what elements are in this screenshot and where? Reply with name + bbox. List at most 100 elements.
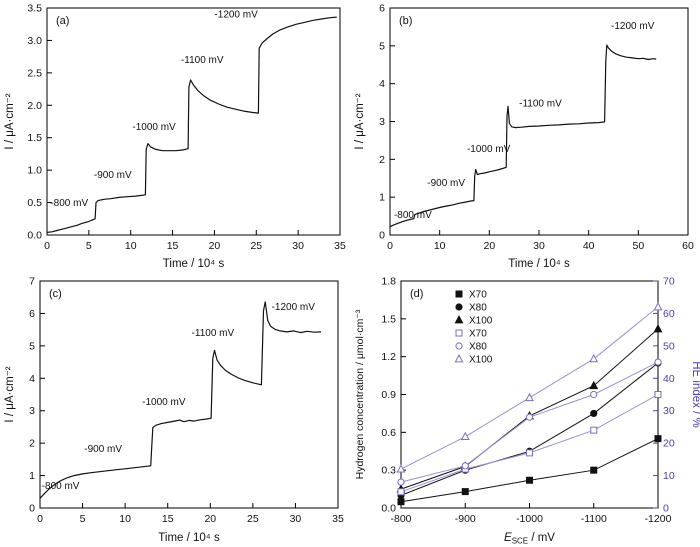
svg-text:0: 0 (37, 513, 43, 525)
svg-text:-1100 mV: -1100 mV (181, 55, 224, 66)
svg-text:20: 20 (204, 513, 216, 525)
current-curve (46, 16, 337, 233)
x-axis: 0 5 10 15 20 25 30 35 (37, 503, 344, 525)
svg-text:4: 4 (379, 78, 385, 90)
svg-text:25: 25 (250, 240, 262, 252)
series-X100-open (396, 301, 663, 473)
x-axis: -800 -900 -1000 -1100 -1200 (390, 503, 672, 525)
axis-labels: ESCE / mV Hydrogen concentration / μmol·c… (354, 309, 700, 545)
svg-text:0.5: 0.5 (27, 197, 42, 209)
svg-text:4: 4 (29, 373, 35, 385)
svg-text:-800 mV: -800 mV (394, 210, 432, 221)
svg-text:X100: X100 (469, 316, 493, 327)
svg-text:0.9: 0.9 (381, 389, 396, 401)
chart-d-hydrogen-concentration-he-index: -800 -900 -1000 -1100 -1200 0.0 0.3 0.6 0.9 1.2 1.… (354, 276, 700, 546)
svg-text:-1100: -1100 (581, 513, 607, 525)
svg-text:I / μA·cm⁻²: I / μA·cm⁻² (354, 93, 366, 149)
svg-text:-800 mV: -800 mV (42, 481, 80, 492)
svg-text:-800 mV: -800 mV (50, 198, 88, 209)
svg-text:-1000 mV: -1000 mV (132, 122, 176, 133)
svg-text:3.0: 3.0 (27, 35, 42, 47)
svg-text:30: 30 (663, 405, 675, 417)
series-X80-open (397, 358, 662, 486)
chart-b-current-vs-time: 0 10 20 30 40 50 60 0 1 2 3 4 5 6 Time / 10⁴ s I / μA·c… (354, 3, 694, 271)
svg-text:1: 1 (29, 470, 35, 482)
svg-text:-900 mV: -900 mV (94, 170, 132, 181)
svg-text:1.0: 1.0 (27, 165, 42, 177)
panel-b: 0 10 20 30 40 50 60 0 1 2 3 4 5 6 Time / 10⁴ s I / μA·c… (350, 0, 700, 273)
svg-text:Hydrogen concentration / μmol·: Hydrogen concentration / μmol·cm⁻³ (354, 309, 366, 479)
svg-text:6: 6 (29, 308, 35, 320)
svg-text:-1200 mV: -1200 mV (272, 302, 316, 313)
x-axis: 0 10 20 30 40 50 60 (387, 230, 694, 252)
svg-text:-1200: -1200 (645, 513, 672, 525)
svg-text:60: 60 (663, 308, 675, 320)
svg-text:3: 3 (29, 405, 35, 417)
svg-text:Time / 10⁴ s: Time / 10⁴ s (508, 258, 570, 270)
svg-text:0: 0 (663, 503, 669, 515)
svg-text:1.8: 1.8 (381, 276, 396, 288)
svg-text:35: 35 (334, 240, 346, 252)
plot-frame (39, 280, 339, 509)
svg-text:3.5: 3.5 (27, 3, 42, 15)
svg-text:X80: X80 (469, 303, 487, 314)
svg-text:40: 40 (663, 373, 675, 385)
svg-text:1.5: 1.5 (381, 313, 396, 325)
svg-text:X80: X80 (469, 342, 487, 353)
svg-text:-1000 mV: -1000 mV (467, 144, 511, 155)
axis-labels: Time / 10⁴ s I / μA·cm⁻² (4, 366, 220, 544)
axis-labels: Time / 10⁴ s I / μA·cm⁻² (4, 93, 224, 270)
svg-text:0: 0 (29, 503, 35, 515)
svg-text:30: 30 (290, 513, 302, 525)
svg-text:2.0: 2.0 (27, 100, 42, 112)
svg-text:2: 2 (29, 438, 35, 450)
annotations: -800 mV -900 mV -1000 mV -1100 mV -1200 mV (50, 10, 258, 209)
svg-text:35: 35 (332, 513, 344, 525)
legend: X70 X80 X100 X70 X80 X100 (454, 290, 493, 366)
annotations: -800 mV -900 mV -1000 mV -1100 mV -1200 mV (394, 21, 655, 221)
current-curve (389, 44, 657, 228)
svg-text:I / μA·cm⁻²: I / μA·cm⁻² (4, 366, 16, 422)
svg-text:50: 50 (663, 340, 675, 352)
svg-text:1.2: 1.2 (381, 351, 396, 363)
svg-text:X100: X100 (469, 355, 493, 366)
svg-text:-1100 mV: -1100 mV (192, 328, 235, 339)
svg-text:-1200 mV: -1200 mV (214, 10, 258, 21)
svg-text:5: 5 (29, 340, 35, 352)
svg-text:X70: X70 (469, 329, 487, 340)
svg-text:HE index / %: HE index / % (690, 361, 700, 427)
svg-text:I / μA·cm⁻²: I / μA·cm⁻² (4, 93, 16, 149)
panel-label: (d) (410, 288, 423, 300)
svg-text:X70: X70 (469, 290, 487, 301)
svg-text:10: 10 (434, 240, 446, 252)
svg-text:60: 60 (682, 240, 694, 252)
svg-text:5: 5 (80, 513, 86, 525)
y2-axis: 0 10 20 30 40 50 60 70 (653, 276, 675, 515)
svg-text:15: 15 (167, 240, 179, 252)
svg-text:10: 10 (125, 240, 137, 252)
svg-text:-1200 mV: -1200 mV (611, 21, 655, 32)
chart-c-current-vs-time: 0 5 10 15 20 25 30 35 0 1 2 3 4 5 6 7 Time / 10⁴ s I / μA… (4, 276, 344, 545)
current-curve (39, 301, 322, 499)
series-X70-filled (397, 435, 662, 506)
svg-text:10: 10 (119, 513, 131, 525)
x-axis: 0 5 10 15 20 25 30 35 (44, 230, 346, 252)
svg-text:-1100 mV: -1100 mV (519, 98, 562, 109)
y-axis: 0.0 0.5 1.0 1.5 2.0 2.5 3.0 3.5 (27, 3, 52, 242)
panel-label: (a) (56, 15, 69, 27)
svg-text:0: 0 (44, 240, 50, 252)
svg-text:-1000: -1000 (516, 513, 543, 525)
svg-text:3: 3 (379, 116, 385, 128)
series-X100-filled (396, 323, 663, 493)
svg-text:2.5: 2.5 (27, 67, 42, 79)
panel-d: -800 -900 -1000 -1100 -1200 0.0 0.3 0.6 0.9 1.2 1.… (350, 273, 700, 547)
y-axis: 0.0 0.3 0.6 0.9 1.2 1.5 1.8 (381, 276, 406, 515)
svg-text:-1000 mV: -1000 mV (142, 397, 186, 408)
plot-frame (389, 7, 689, 236)
svg-text:Time / 10⁴ s: Time / 10⁴ s (163, 258, 225, 270)
y-axis: 0 1 2 3 4 5 6 7 (29, 276, 45, 515)
svg-text:40: 40 (583, 240, 595, 252)
y-axis: 0 1 2 3 4 5 6 (379, 3, 395, 242)
svg-text:5: 5 (379, 40, 385, 52)
